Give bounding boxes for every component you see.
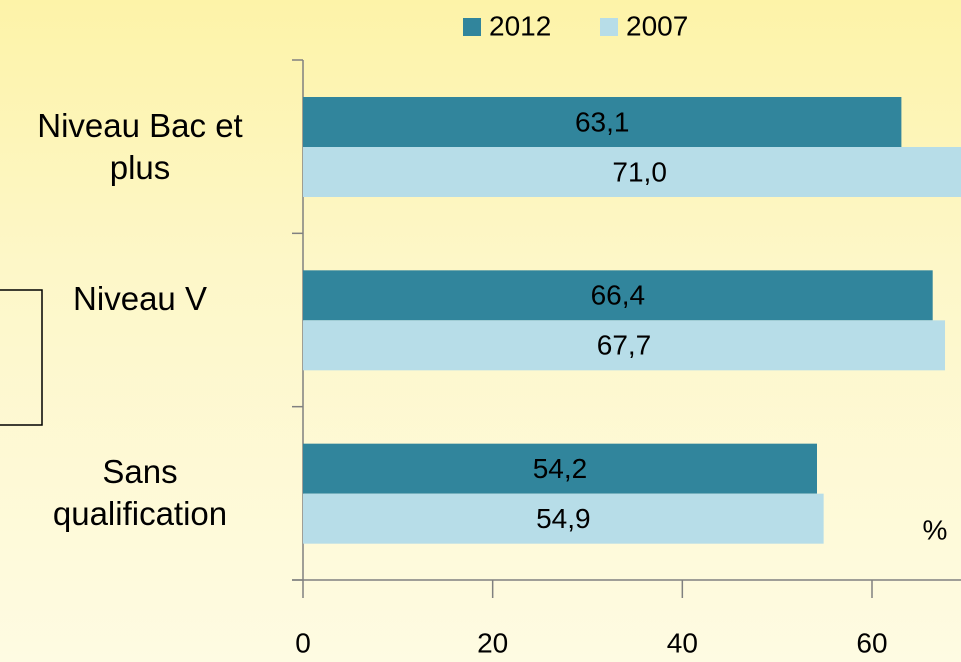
value-label: 54,2: [533, 453, 588, 484]
value-label: 63,1: [575, 106, 630, 137]
value-label: 71,0: [612, 156, 667, 187]
x-tick-label: 60: [856, 627, 887, 658]
bar: [303, 320, 946, 371]
bar: [303, 493, 824, 544]
x-tick-label: 20: [477, 627, 508, 658]
legend-label: 2007: [626, 10, 688, 41]
value-label: 67,7: [597, 330, 652, 361]
category-label: Sans qualification: [52, 453, 228, 533]
side-box: [0, 289, 43, 426]
category-label: Niveau Bac et plus: [37, 106, 243, 186]
value-label: 66,4: [591, 280, 646, 311]
legend-swatch: [600, 18, 618, 36]
bar: [303, 147, 961, 197]
category-label: Niveau V: [73, 280, 207, 317]
bar: [303, 443, 817, 494]
legend-swatch: [463, 18, 481, 36]
bar: [303, 270, 933, 321]
x-tick-label: 0: [295, 627, 311, 658]
unit-annotation: %: [923, 514, 948, 545]
legend-label: 2012: [489, 10, 551, 41]
x-tick-label: 40: [667, 627, 698, 658]
value-label: 54,9: [536, 503, 591, 534]
bar: [303, 97, 902, 147]
